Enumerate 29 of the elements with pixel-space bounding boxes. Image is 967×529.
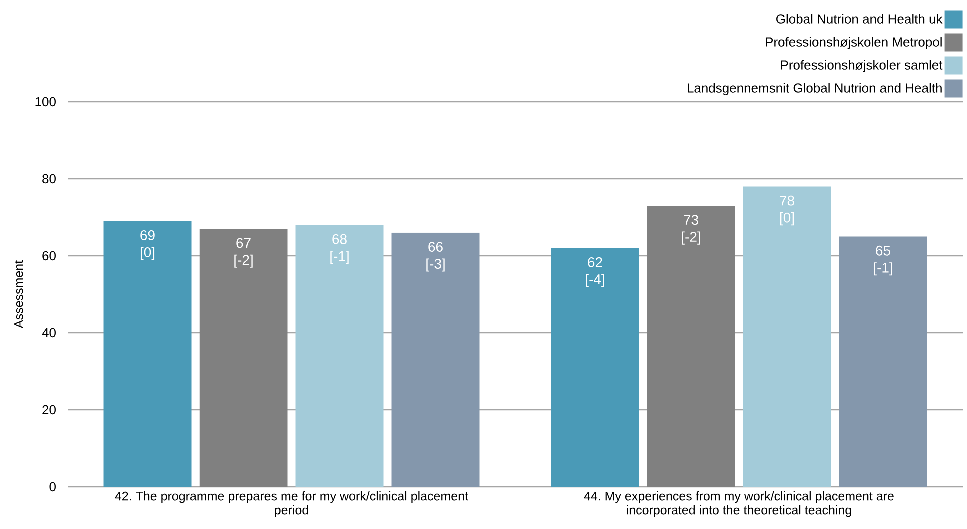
x-tick-label: 42. The programme prepares me for my work/clinical placement period [115,492,468,518]
y-tick-label: 80 [42,174,56,184]
bar [296,225,384,487]
y-axis-title: Assessment [14,260,24,328]
y-tick-label: 40 [42,328,56,338]
bar [200,229,288,487]
data-label: 62 [-4] [586,257,604,288]
x-tick-label: 44. My experiences from my work/clinical placement are incorporated into the theoretical teaching [584,492,894,518]
bar [839,236,928,487]
bar [392,232,480,487]
bar [743,186,832,487]
data-label: 73 [-2] [682,215,700,245]
y-tick-label: 100 [36,97,56,107]
bar [104,221,192,487]
y-tick-label: 20 [42,405,56,415]
data-label: 65 [-1] [874,246,892,276]
bar [551,248,640,487]
legend-label: Professionshøjskolen Metropol [766,37,942,50]
legend-label: Global Nutrion and Health uk [776,14,943,24]
bar [647,206,736,487]
legend-label: Landsgennemsnit Global Nutrion and Health [688,83,942,96]
y-tick-label: 0 [50,482,56,492]
data-label: 66 [-3] [426,242,445,272]
legend-label: Professionshøjskoler samlet [781,60,943,72]
data-label: 78 [0] [780,196,794,226]
data-label: 67 [-2] [234,238,253,268]
data-label: 68 [-1] [330,234,349,264]
data-label: 69 [0] [140,230,155,260]
y-tick-label: 60 [42,251,56,261]
